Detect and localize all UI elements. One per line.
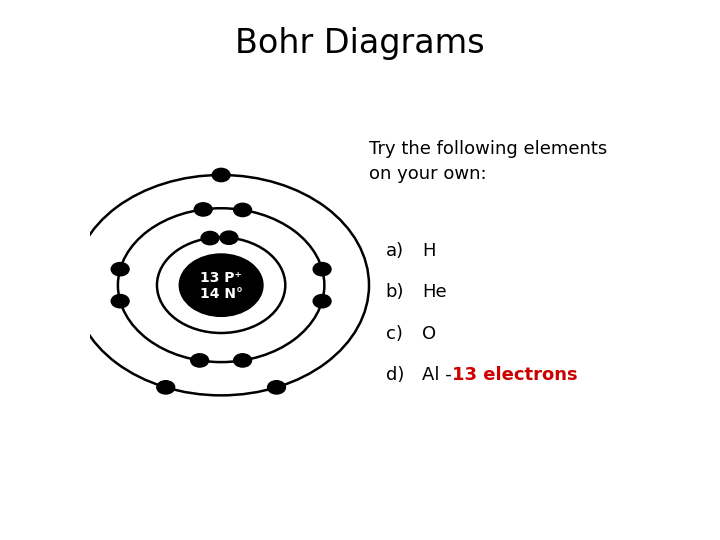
Circle shape <box>313 294 331 308</box>
Circle shape <box>194 202 212 216</box>
Circle shape <box>234 354 251 367</box>
Circle shape <box>201 232 219 245</box>
Circle shape <box>220 231 238 245</box>
Text: 14 N°: 14 N° <box>199 287 243 301</box>
Circle shape <box>157 381 175 394</box>
Text: a): a) <box>386 241 404 260</box>
Circle shape <box>313 262 331 276</box>
Circle shape <box>268 381 285 394</box>
Text: He: He <box>422 283 446 301</box>
Circle shape <box>234 203 251 217</box>
Circle shape <box>191 354 209 367</box>
Circle shape <box>111 262 129 276</box>
Text: Try the following elements
on your own:: Try the following elements on your own: <box>369 140 607 183</box>
Text: Al -: Al - <box>422 366 457 384</box>
Text: b): b) <box>386 283 404 301</box>
Circle shape <box>179 254 263 316</box>
Text: 13 P⁺: 13 P⁺ <box>200 271 242 285</box>
Text: Bohr Diagrams: Bohr Diagrams <box>235 27 485 60</box>
Text: H: H <box>422 241 436 260</box>
Text: O: O <box>422 325 436 343</box>
Text: 13 electrons: 13 electrons <box>451 366 577 384</box>
Text: c): c) <box>386 325 402 343</box>
Text: d): d) <box>386 366 404 384</box>
Circle shape <box>111 294 129 308</box>
Circle shape <box>212 168 230 181</box>
